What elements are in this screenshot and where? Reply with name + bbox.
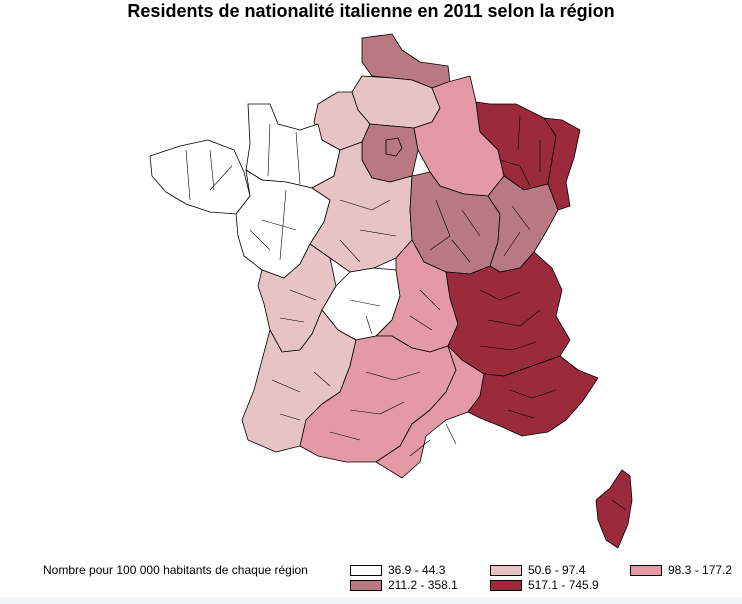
legend-item-4: 211.2 - 358.1 — [350, 578, 458, 592]
region-centre — [309, 141, 413, 273]
legend-swatch-5 — [490, 579, 522, 591]
region-alsace — [543, 117, 581, 211]
map-title: Residents de nationalité italienne en 20… — [127, 1, 615, 21]
legend-swatch-1 — [350, 564, 382, 576]
legend-item-1: 36.9 - 44.3 — [350, 563, 445, 577]
region-bretagne — [149, 139, 251, 215]
legend-swatch-2 — [490, 564, 522, 576]
legend-label-4: 211.2 - 358.1 — [388, 578, 458, 592]
legend-label-5: 517.1 - 745.9 — [528, 578, 599, 592]
legend-label-1: 36.9 - 44.3 — [388, 563, 446, 577]
legend-swatch-3 — [630, 564, 662, 576]
legend-item-5: 517.1 - 745.9 — [490, 578, 599, 592]
region-paca — [467, 355, 599, 437]
region-corse — [595, 469, 633, 549]
legend-title: Nombre pour 100 000 habitants de chaque … — [43, 563, 308, 577]
region-paris — [385, 137, 403, 157]
department-borders — [185, 115, 627, 511]
legend-label-3: 98.3 - 177.2 — [668, 563, 733, 577]
bottom-strip — [0, 597, 742, 604]
legend-item-3: 98.3 - 177.2 — [630, 563, 732, 577]
legend-label-2: 50.6 - 97.4 — [528, 563, 586, 577]
legend-item-2: 50.6 - 97.4 — [490, 563, 585, 577]
legend-swatch-4 — [350, 579, 382, 591]
france-choropleth-map — [149, 33, 633, 549]
